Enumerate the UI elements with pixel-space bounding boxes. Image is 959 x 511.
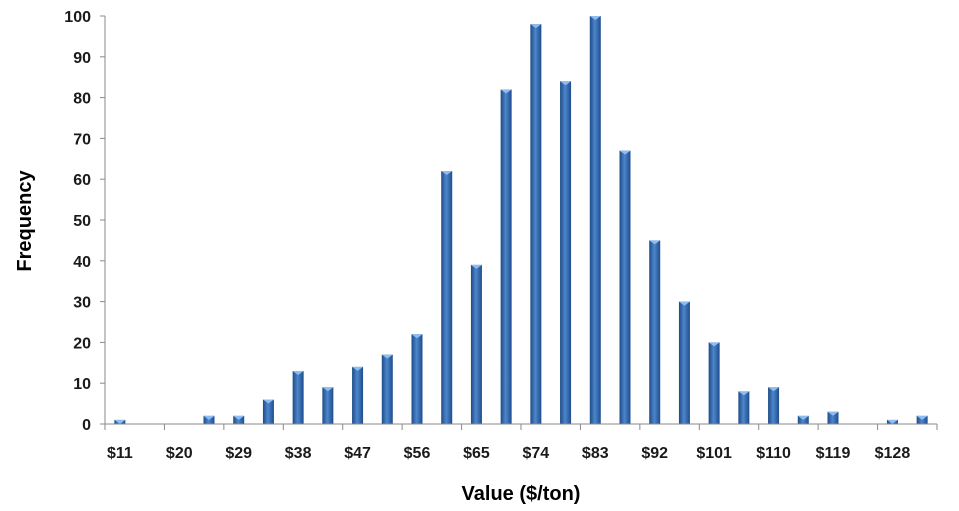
bar-top-$24 [203, 415, 215, 420]
bar-$51 [381, 354, 393, 424]
bar-top-$105 [738, 391, 750, 396]
y-tick-label: 30 [73, 295, 91, 312]
bar-$24 [203, 415, 215, 424]
bar-top-$78 [560, 81, 572, 86]
bar-top-$128 [886, 419, 898, 424]
x-axis-title: Value ($/ton) [462, 483, 581, 505]
x-tick-label: $56 [404, 445, 431, 462]
bar-$38 [292, 370, 304, 424]
bar-top-$42 [322, 387, 334, 392]
y-axis: 0 10 20 30 40 50 60 70 80 90 100 [64, 9, 106, 434]
bar-$56 [411, 334, 423, 424]
x-tick-label: $128 [875, 445, 911, 462]
bar-top-$51 [381, 354, 393, 359]
x-tick-label: $47 [344, 445, 371, 462]
bar-top-$29 [233, 415, 245, 420]
bar-$92 [649, 240, 661, 424]
bar-top-$83 [589, 16, 601, 20]
bar-$119 [827, 411, 839, 424]
bar-top-$47 [352, 366, 364, 371]
bar-top-$87 [619, 150, 631, 155]
bar-$96 [678, 301, 690, 424]
bar-$110 [768, 387, 780, 424]
bar-top-$114 [797, 415, 809, 420]
x-axis: $11 $20 $29 $38 $47 $56 $65 $74 $83 $92 $101 $110 $1… [104, 423, 938, 462]
bar-top-$60 [441, 171, 453, 176]
bar-$105 [738, 391, 750, 424]
bar-$65 [470, 264, 482, 424]
y-axis-title: Frequency [14, 170, 36, 272]
bar-$74 [530, 24, 542, 424]
bars-group [114, 16, 928, 424]
bar-top-$119 [827, 411, 839, 416]
x-tick-label: $38 [285, 445, 312, 462]
bar-$47 [352, 366, 364, 424]
x-tick-label: $65 [463, 445, 490, 462]
bar-top-$101 [708, 342, 720, 347]
bar-$60 [441, 171, 453, 424]
y-tick-label: 80 [73, 91, 91, 108]
y-tick-label: 40 [73, 254, 91, 271]
bar-top-$69 [500, 89, 512, 94]
bar-$87 [619, 150, 631, 424]
bar-top-$56 [411, 334, 423, 339]
y-tick-label: 50 [73, 213, 91, 230]
x-tick-label: $83 [582, 445, 609, 462]
bar-top-$65 [470, 264, 482, 269]
x-tick-label: $110 [756, 445, 791, 462]
y-tick-label: 90 [73, 50, 91, 67]
bar-top-$110 [768, 387, 780, 392]
bar-$78 [560, 81, 572, 424]
y-tick-label: 0 [82, 417, 91, 434]
bar-$33 [262, 399, 274, 424]
bar-top-$96 [678, 301, 690, 306]
x-tick-label: $11 [107, 445, 133, 462]
x-tick-label: $29 [225, 445, 252, 462]
bar-$114 [797, 415, 809, 424]
y-tick-label: 60 [73, 172, 91, 189]
x-tick-label: $20 [166, 445, 193, 462]
bar-top-$92 [649, 240, 661, 245]
bar-$132 [916, 415, 928, 424]
bar-$83 [589, 16, 601, 424]
bar-$42 [322, 387, 334, 424]
bar-top-$33 [262, 399, 274, 404]
bar-$69 [500, 89, 512, 424]
x-tick-label: $92 [641, 445, 668, 462]
bar-$29 [233, 415, 245, 424]
bar-top-$11 [114, 419, 126, 424]
bar-$101 [708, 342, 720, 424]
x-tick-label: $119 [816, 445, 851, 462]
x-tick-label: $74 [523, 445, 550, 462]
y-tick-label: 100 [64, 9, 91, 26]
bar-top-$38 [292, 370, 304, 375]
y-tick-label: 20 [73, 335, 91, 352]
bar-top-$74 [530, 24, 542, 29]
bar-top-$132 [916, 415, 928, 420]
y-tick-label: 10 [73, 376, 91, 393]
y-tick-label: 70 [73, 131, 91, 148]
x-tick-label: $101 [696, 445, 732, 462]
